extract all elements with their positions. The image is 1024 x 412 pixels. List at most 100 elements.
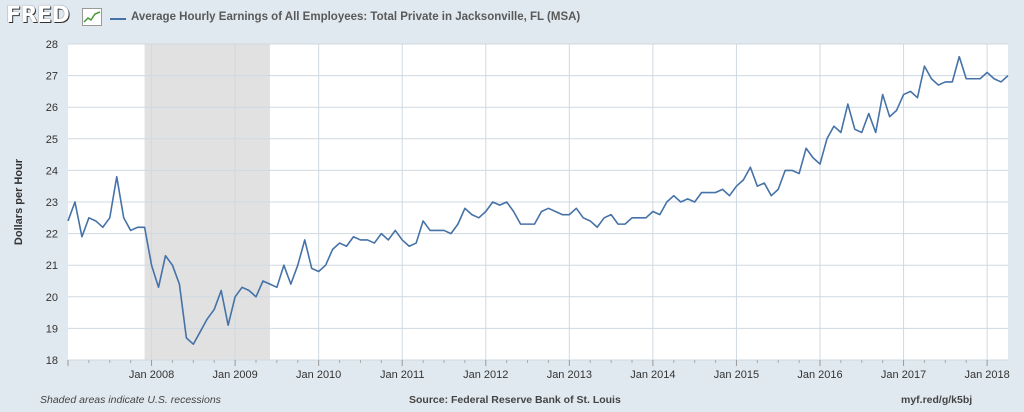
- data-point[interactable]: [985, 70, 989, 74]
- data-point[interactable]: [435, 228, 439, 232]
- data-point[interactable]: [957, 54, 961, 58]
- fred-logo[interactable]: FRED: [6, 3, 70, 28]
- data-point[interactable]: [706, 190, 710, 194]
- data-point[interactable]: [588, 219, 592, 223]
- data-point[interactable]: [226, 323, 230, 327]
- data-point[interactable]: [658, 212, 662, 216]
- data-point[interactable]: [358, 238, 362, 242]
- data-point[interactable]: [66, 219, 70, 223]
- data-point[interactable]: [184, 336, 188, 340]
- data-point[interactable]: [665, 200, 669, 204]
- data-point[interactable]: [720, 187, 724, 191]
- data-point[interactable]: [379, 231, 383, 235]
- data-point[interactable]: [275, 285, 279, 289]
- data-point[interactable]: [574, 206, 578, 210]
- data-point[interactable]: [351, 235, 355, 239]
- data-point[interactable]: [156, 285, 160, 289]
- data-point[interactable]: [303, 238, 307, 242]
- data-point[interactable]: [261, 279, 265, 283]
- data-point[interactable]: [595, 225, 599, 229]
- data-point[interactable]: [609, 212, 613, 216]
- data-point[interactable]: [553, 209, 557, 213]
- data-point[interactable]: [560, 212, 564, 216]
- data-point[interactable]: [616, 222, 620, 226]
- data-point[interactable]: [421, 219, 425, 223]
- data-point[interactable]: [247, 288, 251, 292]
- data-point[interactable]: [950, 80, 954, 84]
- data-point[interactable]: [679, 200, 683, 204]
- data-point[interactable]: [734, 184, 738, 188]
- data-point[interactable]: [825, 137, 829, 141]
- data-point[interactable]: [651, 209, 655, 213]
- data-point[interactable]: [122, 216, 126, 220]
- data-point[interactable]: [860, 130, 864, 134]
- data-point[interactable]: [414, 241, 418, 245]
- data-point[interactable]: [498, 203, 502, 207]
- data-point[interactable]: [365, 238, 369, 242]
- data-point[interactable]: [908, 89, 912, 93]
- data-point[interactable]: [818, 162, 822, 166]
- data-point[interactable]: [442, 228, 446, 232]
- data-point[interactable]: [142, 225, 146, 229]
- series-title[interactable]: Average Hourly Earnings of All Employees…: [131, 11, 581, 23]
- data-point[interactable]: [672, 193, 676, 197]
- data-point[interactable]: [936, 83, 940, 87]
- data-point[interactable]: [525, 222, 529, 226]
- data-point[interactable]: [964, 77, 968, 81]
- data-point[interactable]: [233, 295, 237, 299]
- data-point[interactable]: [741, 178, 745, 182]
- data-point[interactable]: [177, 282, 181, 286]
- data-point[interactable]: [337, 241, 341, 245]
- data-point[interactable]: [80, 235, 84, 239]
- data-point[interactable]: [783, 168, 787, 172]
- data-point[interactable]: [163, 254, 167, 258]
- data-point[interactable]: [511, 209, 515, 213]
- data-point[interactable]: [762, 181, 766, 185]
- data-point[interactable]: [212, 307, 216, 311]
- data-point[interactable]: [727, 193, 731, 197]
- data-point[interactable]: [971, 77, 975, 81]
- data-point[interactable]: [94, 219, 98, 223]
- data-point[interactable]: [1006, 73, 1010, 77]
- data-point[interactable]: [205, 317, 209, 321]
- data-point[interactable]: [135, 225, 139, 229]
- data-point[interactable]: [372, 241, 376, 245]
- data-point[interactable]: [832, 124, 836, 128]
- data-point[interactable]: [686, 197, 690, 201]
- data-point[interactable]: [755, 184, 759, 188]
- data-point[interactable]: [943, 80, 947, 84]
- data-point[interactable]: [470, 212, 474, 216]
- data-point[interactable]: [915, 96, 919, 100]
- data-point[interactable]: [296, 263, 300, 267]
- data-point[interactable]: [477, 216, 481, 220]
- data-point[interactable]: [344, 244, 348, 248]
- data-point[interactable]: [330, 247, 334, 251]
- data-point[interactable]: [713, 190, 717, 194]
- data-point[interactable]: [198, 329, 202, 333]
- data-point[interactable]: [978, 77, 982, 81]
- data-point[interactable]: [504, 200, 508, 204]
- data-point[interactable]: [790, 168, 794, 172]
- data-point[interactable]: [149, 263, 153, 267]
- data-point[interactable]: [282, 263, 286, 267]
- data-point[interactable]: [456, 222, 460, 226]
- data-point[interactable]: [630, 216, 634, 220]
- short-url-link[interactable]: myf.red/g/k5bj: [901, 394, 973, 406]
- data-point[interactable]: [532, 222, 536, 226]
- data-point[interactable]: [992, 77, 996, 81]
- data-point[interactable]: [73, 200, 77, 204]
- data-point[interactable]: [115, 175, 119, 179]
- data-point[interactable]: [874, 130, 878, 134]
- data-point[interactable]: [999, 80, 1003, 84]
- data-point[interactable]: [623, 222, 627, 226]
- data-point[interactable]: [254, 295, 258, 299]
- data-point[interactable]: [268, 282, 272, 286]
- data-point[interactable]: [518, 222, 522, 226]
- data-point[interactable]: [316, 269, 320, 273]
- data-point[interactable]: [581, 216, 585, 220]
- data-point[interactable]: [811, 156, 815, 160]
- data-point[interactable]: [101, 225, 105, 229]
- data-point[interactable]: [323, 263, 327, 267]
- data-point[interactable]: [867, 111, 871, 115]
